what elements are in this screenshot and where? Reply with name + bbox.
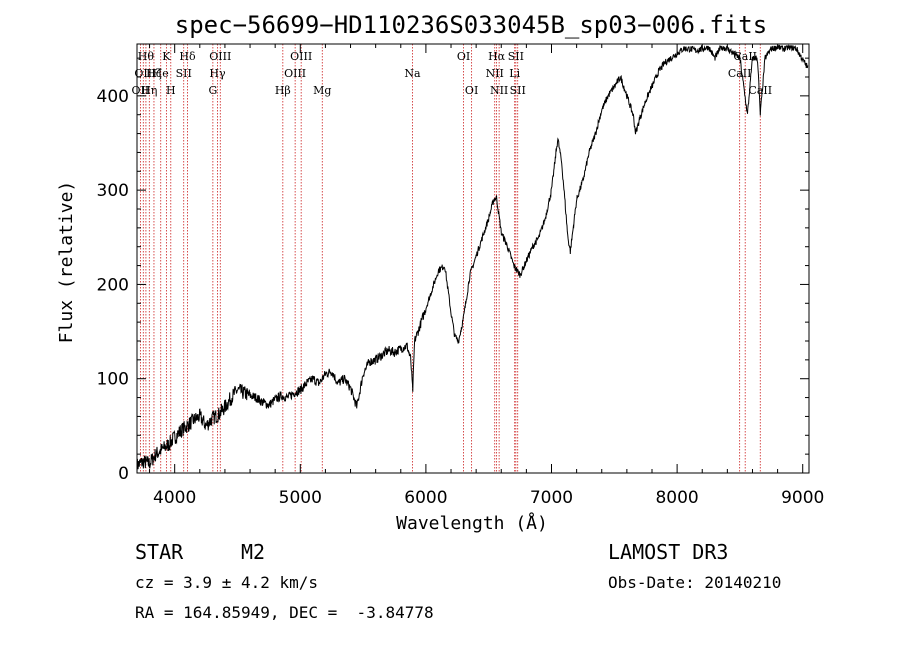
x-axis-label: Wavelength (Å) [396, 512, 548, 534]
line-label-18-0: OI [457, 50, 470, 63]
line-label-19-0: OI [465, 84, 478, 97]
y-tick-label: 0 [118, 464, 129, 484]
line-label-10-0: G [208, 84, 217, 97]
coordinates: RA = 164.85949, DEC = -3.84778 [135, 603, 434, 622]
line-label-21-0: Hα [488, 50, 506, 63]
x-tick-label: 5000 [279, 488, 322, 508]
line-label-0-0: OII [132, 84, 150, 97]
line-label-27-0: CaII [733, 50, 757, 63]
x-tick-label: 8000 [655, 488, 698, 508]
x-tick-label: 6000 [404, 488, 447, 508]
y-tick-label: 300 [97, 181, 129, 201]
line-label-17-0: Na [404, 67, 421, 80]
line-label-23-0: Li [509, 67, 520, 80]
obs-date: Obs-Date: 20140210 [608, 573, 782, 592]
line-label-20-0: NII [486, 67, 504, 80]
line-label-28-0: CaII [748, 84, 772, 97]
line-label-4-0: Hζ [146, 67, 162, 80]
line-label-11-0: Hγ [209, 67, 226, 80]
chart-title: spec−56699−HD110236S033045B_sp03−006.fit… [175, 11, 767, 39]
line-label-24-0: SII [508, 50, 524, 63]
line-label-13-0: Hβ [275, 84, 291, 97]
object-subclass: M2 [241, 540, 266, 564]
y-tick-label: 200 [97, 275, 129, 295]
spectrum-line [136, 44, 809, 473]
emission-line-markers [139, 44, 761, 473]
line-label-6-0: K [162, 50, 171, 63]
line-label-8-0: SII [176, 67, 192, 80]
x-tick-label: 9000 [781, 488, 824, 508]
emission-line-labels: OIIOIIHθHηHζHeKHSIIHδGHγOIIIHβOIIIOIIIMg… [132, 50, 773, 97]
line-label-5-0: He [153, 67, 169, 80]
y-axis-ticks: 0 100 200 300 400 [97, 57, 809, 484]
line-label-7-0: H [166, 84, 176, 97]
line-label-12-0: OIII [209, 50, 231, 63]
x-tick-label: 4000 [153, 488, 196, 508]
redshift-value: cz = 3.9 ± 4.2 km/s [135, 573, 319, 592]
x-tick-label: 7000 [530, 488, 573, 508]
line-label-9-0: Hδ [179, 50, 196, 63]
y-tick-label: 100 [97, 370, 129, 390]
line-label-25-0: SII [510, 84, 526, 97]
line-label-26-0: CaII [728, 67, 752, 80]
object-class: STAR [135, 540, 184, 564]
line-label-2-0: Hθ [138, 50, 155, 63]
line-label-14-0: OIII [284, 67, 306, 80]
survey-name: LAMOST DR3 [608, 540, 729, 564]
line-label-22-0: NII [490, 84, 508, 97]
line-label-15-0: OIII [290, 50, 312, 63]
y-axis-label: Flux (relative) [56, 181, 77, 344]
x-axis-ticks: 4000 5000 6000 7000 8000 9000 [149, 44, 824, 508]
line-label-16-0: Mg [313, 84, 331, 97]
line-label-3-0: Hη [141, 84, 157, 97]
plot-frame [136, 43, 810, 474]
y-tick-label: 400 [97, 87, 129, 107]
